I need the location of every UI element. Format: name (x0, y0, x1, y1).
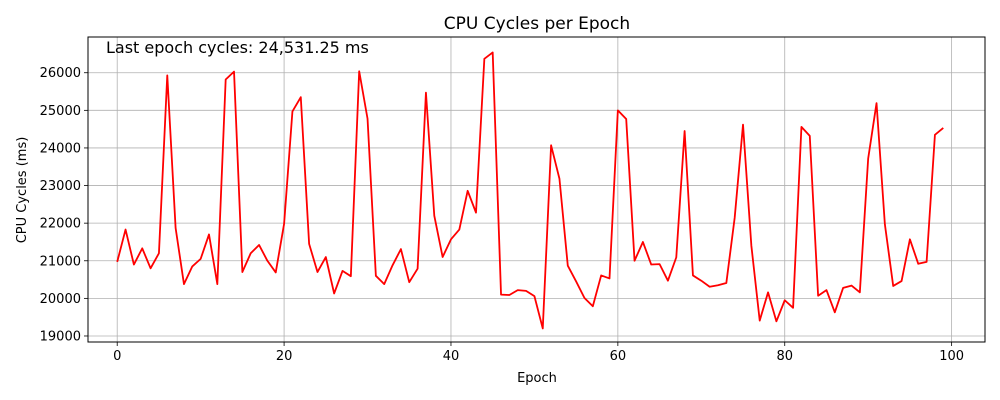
plot-area (116, 51, 944, 330)
y-tick-label: 26000 (40, 66, 81, 81)
x-tick-label: 60 (610, 349, 627, 364)
grid-lines (88, 37, 985, 342)
chart-annotation: Last epoch cycles: 24,531.25 ms (106, 38, 369, 57)
x-tick-label: 0 (113, 349, 121, 364)
y-tick-label: 25000 (40, 104, 81, 119)
y-tick-label: 20000 (40, 292, 81, 307)
x-tick-label: 100 (939, 349, 964, 364)
x-axis: 0 20 40 60 80 100 (113, 342, 964, 364)
x-tick-label: 80 (776, 349, 793, 364)
y-tick-label: 19000 (40, 329, 81, 344)
y-tick-label: 23000 (40, 179, 81, 194)
y-axis: 19000 20000 21000 22000 23000 24000 25000 26000 (40, 66, 88, 344)
series-line (116, 51, 944, 330)
x-axis-label: Epoch (517, 371, 557, 386)
y-tick-label: 22000 (40, 217, 81, 232)
y-tick-label: 24000 (40, 141, 81, 156)
y-tick-label: 21000 (40, 254, 81, 269)
x-tick-label: 20 (276, 349, 293, 364)
y-axis-label: CPU Cycles (ms) (15, 137, 30, 244)
x-tick-label: 40 (443, 349, 460, 364)
chart-title: CPU Cycles per Epoch (444, 14, 630, 34)
plot-frame (87, 36, 986, 343)
